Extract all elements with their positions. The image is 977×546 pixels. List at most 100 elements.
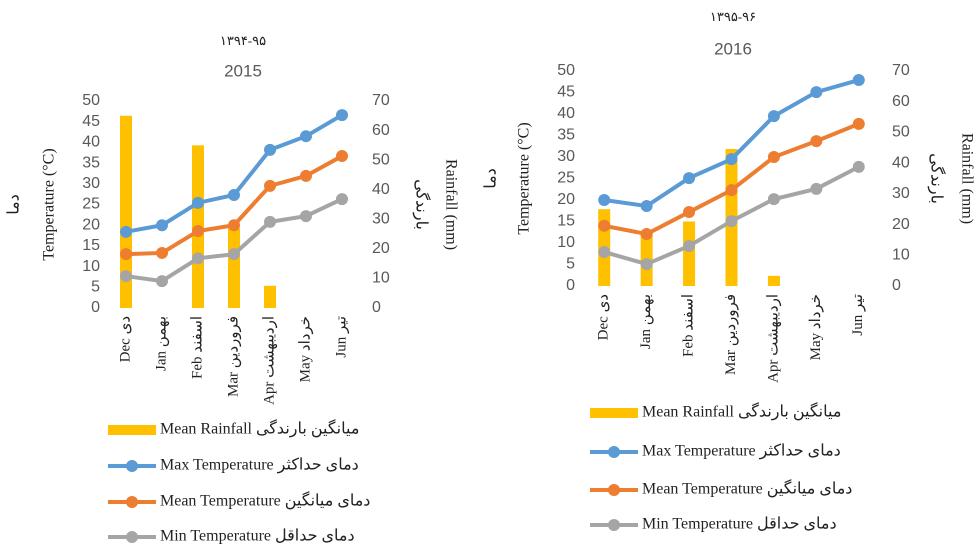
y-tick-label: 20 [82, 216, 100, 233]
marker [725, 153, 738, 166]
y2-tick-label: 30 [372, 211, 390, 228]
y-tick-label: 5 [91, 279, 100, 296]
y-tick-label: 35 [82, 154, 100, 171]
marker [336, 150, 348, 163]
x-tick-label: Feb اسفند [189, 316, 205, 379]
y-tick-label: 50 [82, 92, 100, 109]
y2-tick-label: 20 [892, 216, 910, 233]
marker [810, 182, 823, 195]
y2-axis-label: Rainfall (mm) [442, 159, 459, 250]
marker [852, 117, 865, 130]
legend-marker [126, 531, 138, 543]
y-tick-label: 50 [557, 62, 575, 79]
x-tick-label: May خرداد [808, 294, 824, 360]
x-tick-label: Jun تیر [333, 316, 349, 358]
y-tick-label: 30 [557, 148, 575, 165]
marker [264, 179, 276, 192]
chart-subtitle: ۱۳۹۴-۹۵ [220, 33, 266, 48]
y2-tick-label: 70 [892, 62, 910, 79]
legend-marker [608, 484, 620, 496]
marker [120, 225, 132, 238]
bar [683, 221, 696, 286]
marker [810, 86, 823, 99]
y2-tick-label: 0 [372, 299, 381, 316]
marker [120, 270, 132, 283]
bar [228, 228, 240, 308]
marker [264, 215, 276, 228]
y-tick-label: 35 [557, 127, 575, 144]
bar [264, 285, 276, 308]
y2-tick-label: 10 [372, 270, 390, 287]
y2-axis-label: Rainfall (mm) [958, 133, 975, 224]
marker [767, 151, 780, 163]
y-tick-label: 15 [82, 237, 100, 254]
marker [725, 184, 738, 197]
legend-label: Mean Temperature دمای میانگین [160, 491, 370, 510]
bar [120, 115, 132, 309]
legend-label: Max Temperature دمای حداکثر [642, 443, 841, 460]
marker [640, 200, 653, 213]
legend-label: Min Temperature دمای حداقل [642, 516, 837, 533]
marker [300, 130, 312, 143]
y-tick-label: 20 [557, 191, 575, 208]
x-tick-label: Jan بهمن [153, 316, 169, 371]
y2-tick-label: 70 [372, 92, 390, 109]
marker [767, 110, 780, 123]
marker [192, 196, 204, 209]
y-tick-label: 5 [566, 256, 575, 273]
y2-tick-label: 40 [892, 154, 910, 171]
y2-tick-label: 50 [372, 151, 390, 168]
legend-label: Mean Rainfall میانگین بارندگی [642, 402, 841, 421]
x-tick-label: May خرداد [297, 316, 313, 382]
bar [767, 275, 780, 286]
marker [683, 240, 696, 253]
y2-tick-label: 10 [892, 247, 910, 264]
marker [640, 258, 653, 271]
y-axis-label: Temperature (°C) [516, 122, 533, 234]
y-axis-label-fa: دما [483, 168, 500, 189]
marker [300, 169, 312, 182]
marker [192, 252, 204, 265]
y-axis-label-fa: دما [6, 194, 23, 215]
legend-swatch [590, 408, 638, 418]
legend-marker [126, 460, 138, 472]
x-tick-label: Apr اردیبهشت [765, 294, 781, 383]
marker [767, 193, 780, 206]
legend-marker [608, 519, 620, 531]
marker [264, 143, 276, 156]
x-tick-label: Jun تیر [850, 294, 866, 336]
marker [228, 219, 240, 232]
marker [300, 210, 312, 223]
marker [725, 215, 738, 228]
x-tick-label: Dec دی [596, 294, 612, 340]
y2-axis-label-fa: بارندگی [927, 153, 946, 204]
y2-tick-label: 30 [892, 185, 910, 202]
chart-subtitle: ۱۳۹۵-۹۶ [710, 9, 756, 24]
marker [683, 172, 696, 185]
legend-label: Max Temperature دمای حداکثر [160, 457, 359, 474]
chart-title: 2015 [224, 61, 262, 80]
legend-marker [126, 496, 138, 508]
x-tick-label: Mar فروردین [225, 316, 241, 397]
marker [336, 109, 348, 122]
marker [640, 227, 653, 240]
y-tick-label: 10 [557, 234, 575, 251]
marker [156, 275, 168, 288]
y2-tick-label: 50 [892, 124, 910, 141]
y-tick-label: 0 [91, 299, 100, 316]
chart-title: 2016 [714, 39, 752, 58]
y-tick-label: 30 [82, 175, 100, 192]
y2-tick-label: 60 [892, 93, 910, 110]
y2-tick-label: 60 [372, 122, 390, 139]
y-tick-label: 0 [566, 277, 575, 294]
marker [120, 248, 132, 261]
y-tick-label: 25 [557, 170, 575, 187]
marker [810, 135, 823, 148]
y-tick-label: 10 [82, 258, 100, 275]
y2-axis-label-fa: بارندگی [412, 179, 431, 230]
marker [228, 188, 240, 201]
marker [598, 246, 611, 259]
x-tick-label: Mar فروردین [723, 294, 739, 375]
marker [156, 246, 168, 259]
y-tick-label: 45 [557, 84, 575, 101]
